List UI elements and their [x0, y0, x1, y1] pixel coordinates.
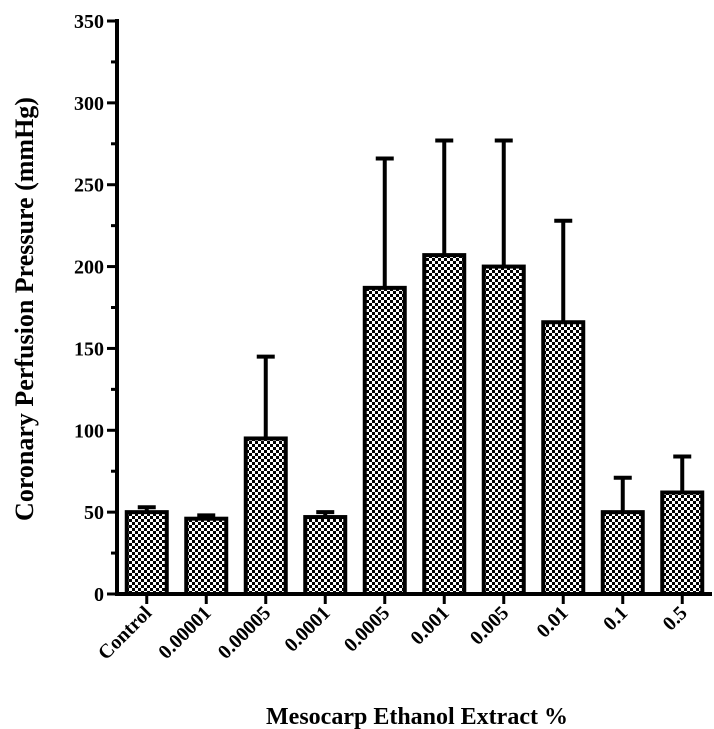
- bar: [600, 510, 645, 597]
- x-tick-label: 0.005: [466, 602, 513, 649]
- bar: [481, 264, 526, 596]
- bar: [243, 436, 288, 596]
- bar: [362, 285, 407, 596]
- y-tick-label: 200: [74, 257, 104, 279]
- bar: [124, 510, 169, 597]
- x-tick-label: 0.0001: [280, 602, 334, 656]
- y-tick-label: 50: [84, 502, 104, 524]
- bar: [541, 320, 586, 596]
- x-tick-label: 0.1: [599, 602, 632, 635]
- x-tick-label: 0.00001: [154, 602, 216, 664]
- y-axis: 0 50 100 150 200 250 300 350: [74, 11, 119, 606]
- x-axis-title: Mesocarp Ethanol Extract %: [266, 704, 568, 729]
- y-tick-label: 150: [74, 338, 104, 360]
- y-tick-label: 100: [74, 420, 104, 442]
- bar: [184, 516, 229, 596]
- bar: [303, 515, 348, 596]
- x-tick-label: 0.001: [406, 602, 453, 649]
- x-tick-label: 0.01: [532, 602, 572, 642]
- y-axis-title: Coronary Perfusion Pressure (mmHg): [10, 97, 39, 521]
- y-tick-label: 250: [74, 175, 104, 197]
- plot-area: [124, 138, 705, 597]
- y-tick-label: 0: [94, 584, 104, 606]
- bar: [422, 253, 467, 597]
- y-tick-label: 300: [74, 93, 104, 115]
- bar: [660, 490, 705, 596]
- x-tick-label: 0.5: [659, 602, 692, 635]
- x-tick-label: 0.0005: [340, 602, 394, 656]
- y-tick-label: 350: [74, 11, 104, 33]
- x-tick-label: Control: [94, 602, 157, 665]
- x-tick-label: 0.00005: [214, 602, 276, 664]
